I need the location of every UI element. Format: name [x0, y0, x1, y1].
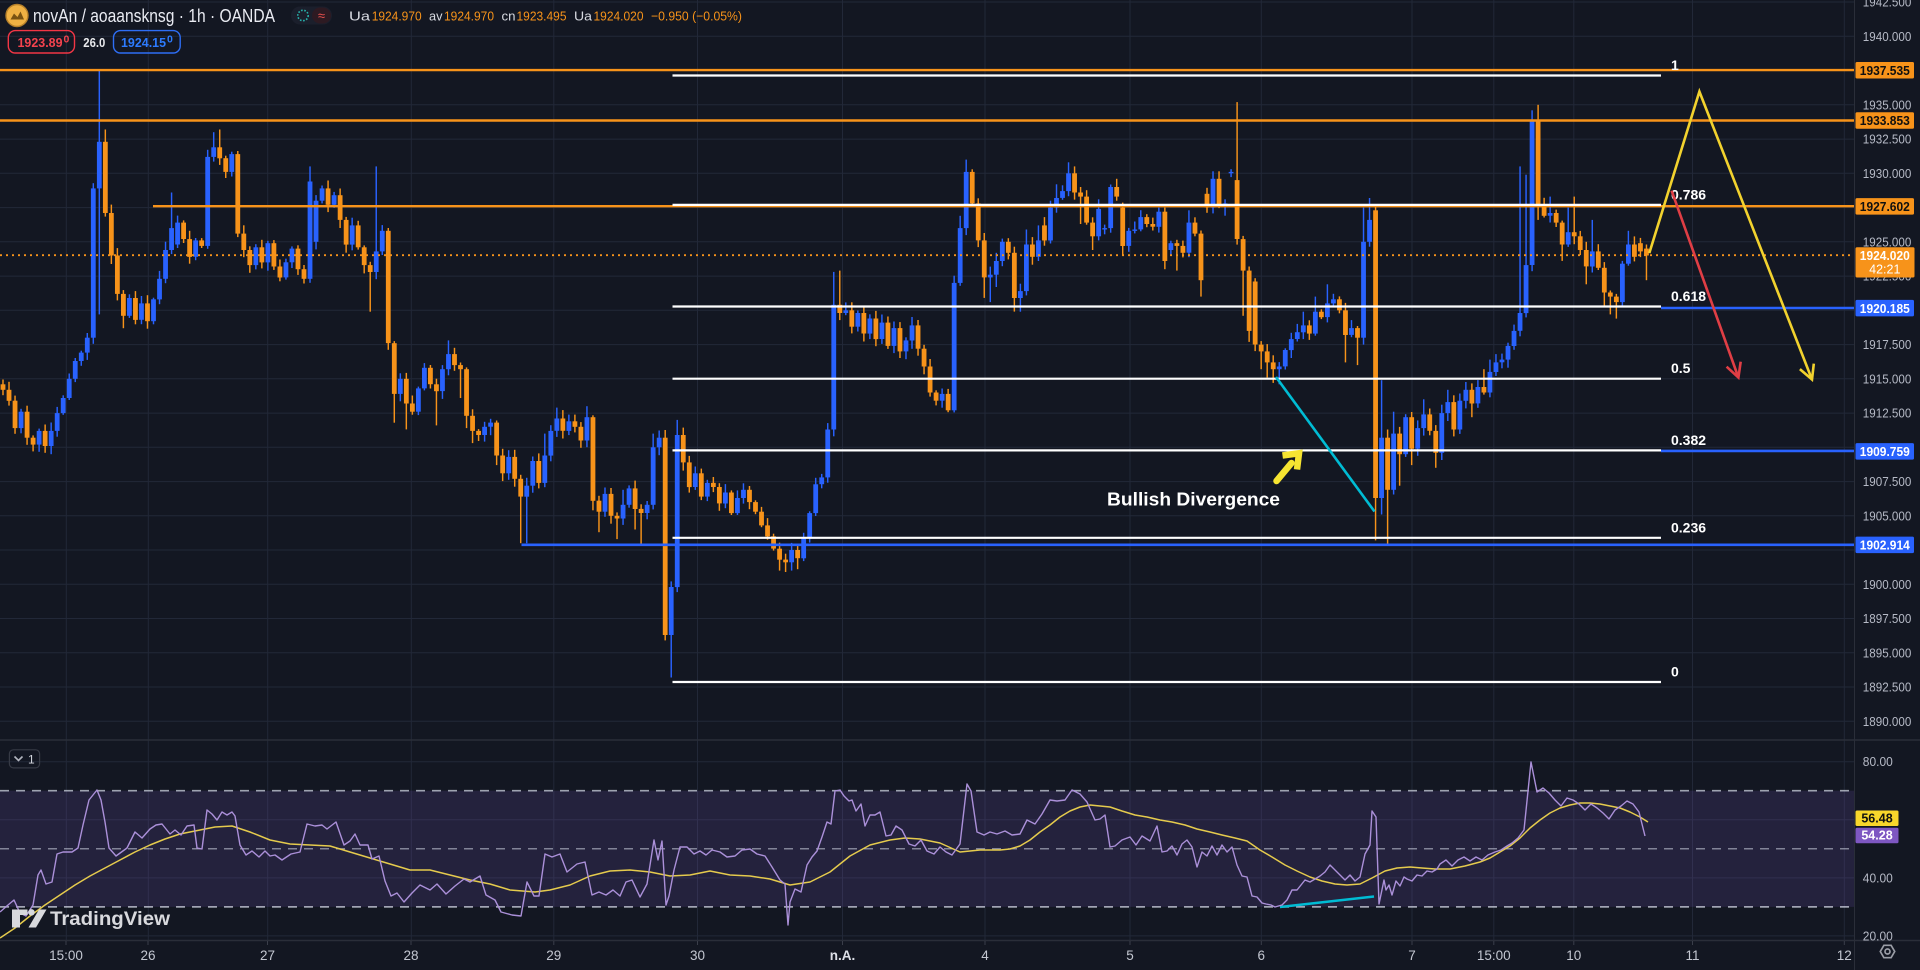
- svg-text:≈: ≈: [318, 8, 325, 23]
- svg-text:0.382: 0.382: [1671, 432, 1706, 448]
- svg-text:1935.000: 1935.000: [1863, 98, 1912, 112]
- svg-text:26.0: 26.0: [83, 35, 105, 50]
- svg-text:1892.500: 1892.500: [1863, 681, 1912, 695]
- svg-text:11: 11: [1685, 948, 1699, 963]
- svg-text:1924.020: 1924.020: [594, 9, 644, 24]
- svg-text:1907.500: 1907.500: [1863, 475, 1912, 489]
- svg-text:30: 30: [690, 948, 705, 963]
- svg-text:0: 0: [64, 34, 70, 46]
- svg-text:0.236: 0.236: [1671, 519, 1706, 535]
- svg-text:80.00: 80.00: [1863, 755, 1893, 769]
- svg-text:0.618: 0.618: [1671, 288, 1706, 304]
- svg-text:42:21: 42:21: [1869, 263, 1900, 277]
- svg-text:20.00: 20.00: [1863, 929, 1893, 943]
- svg-text:1923.89: 1923.89: [18, 35, 63, 50]
- svg-text:12: 12: [1837, 948, 1852, 963]
- svg-text:0.786: 0.786: [1671, 186, 1706, 202]
- svg-text:1924.15: 1924.15: [121, 35, 166, 50]
- svg-text:56.48: 56.48: [1861, 812, 1892, 826]
- svg-text:1: 1: [28, 753, 35, 767]
- svg-text:n.A.: n.A.: [830, 948, 856, 963]
- svg-text:Bullish Divergence: Bullish Divergence: [1107, 489, 1280, 510]
- svg-text:1924.020: 1924.020: [1860, 249, 1910, 263]
- svg-text:1909.759: 1909.759: [1860, 445, 1910, 459]
- svg-text:10: 10: [1566, 948, 1581, 963]
- svg-text:15:00: 15:00: [1477, 948, 1511, 963]
- svg-text:1917.500: 1917.500: [1863, 338, 1912, 352]
- svg-text:27: 27: [260, 948, 275, 963]
- svg-text:1925.000: 1925.000: [1863, 235, 1912, 249]
- svg-text:Ua: Ua: [349, 9, 371, 24]
- svg-text:novAn / aoaansknsg · 1h · OAND: novAn / aoaansknsg · 1h · OANDA: [33, 5, 276, 26]
- svg-text:1923.495: 1923.495: [517, 9, 567, 24]
- svg-text:1897.500: 1897.500: [1863, 612, 1912, 626]
- svg-text:av: av: [429, 9, 443, 24]
- svg-text:1924.970: 1924.970: [372, 9, 422, 24]
- svg-text:1920.185: 1920.185: [1860, 302, 1910, 316]
- svg-text:1932.500: 1932.500: [1863, 133, 1912, 147]
- svg-text:6: 6: [1258, 948, 1266, 963]
- svg-text:1: 1: [1671, 57, 1679, 73]
- svg-text:1905.000: 1905.000: [1863, 509, 1912, 523]
- svg-text:1933.853: 1933.853: [1860, 114, 1910, 128]
- svg-text:cn: cn: [502, 9, 516, 24]
- svg-text:1930.000: 1930.000: [1863, 167, 1912, 181]
- svg-text:1915.000: 1915.000: [1863, 372, 1912, 386]
- svg-text:29: 29: [546, 948, 561, 963]
- svg-text:1912.500: 1912.500: [1863, 407, 1912, 421]
- svg-text:1942.500: 1942.500: [1863, 0, 1912, 10]
- svg-text:−0.950 (−0.05%): −0.950 (−0.05%): [651, 9, 742, 24]
- svg-text:1940.000: 1940.000: [1863, 30, 1912, 44]
- svg-text:5: 5: [1126, 948, 1134, 963]
- svg-text:TradingView: TradingView: [50, 908, 171, 930]
- svg-text:0: 0: [167, 34, 173, 46]
- svg-text:1927.602: 1927.602: [1860, 200, 1910, 214]
- svg-text:1924.970: 1924.970: [444, 9, 494, 24]
- svg-text:1902.914: 1902.914: [1860, 539, 1910, 553]
- svg-text:7: 7: [1408, 948, 1416, 963]
- svg-text:0: 0: [1671, 664, 1679, 680]
- svg-text:54.28: 54.28: [1861, 829, 1892, 843]
- svg-text:26: 26: [140, 948, 155, 963]
- svg-text:1937.535: 1937.535: [1860, 64, 1910, 78]
- svg-text:40.00: 40.00: [1863, 871, 1893, 885]
- svg-text:Ua: Ua: [574, 9, 593, 24]
- svg-text:1900.000: 1900.000: [1863, 578, 1912, 592]
- svg-text:4: 4: [981, 948, 989, 963]
- svg-text:0.5: 0.5: [1671, 360, 1691, 376]
- svg-text:1890.000: 1890.000: [1863, 715, 1912, 729]
- svg-text:1895.000: 1895.000: [1863, 646, 1912, 660]
- svg-text:15:00: 15:00: [49, 948, 83, 963]
- svg-text:28: 28: [403, 948, 418, 963]
